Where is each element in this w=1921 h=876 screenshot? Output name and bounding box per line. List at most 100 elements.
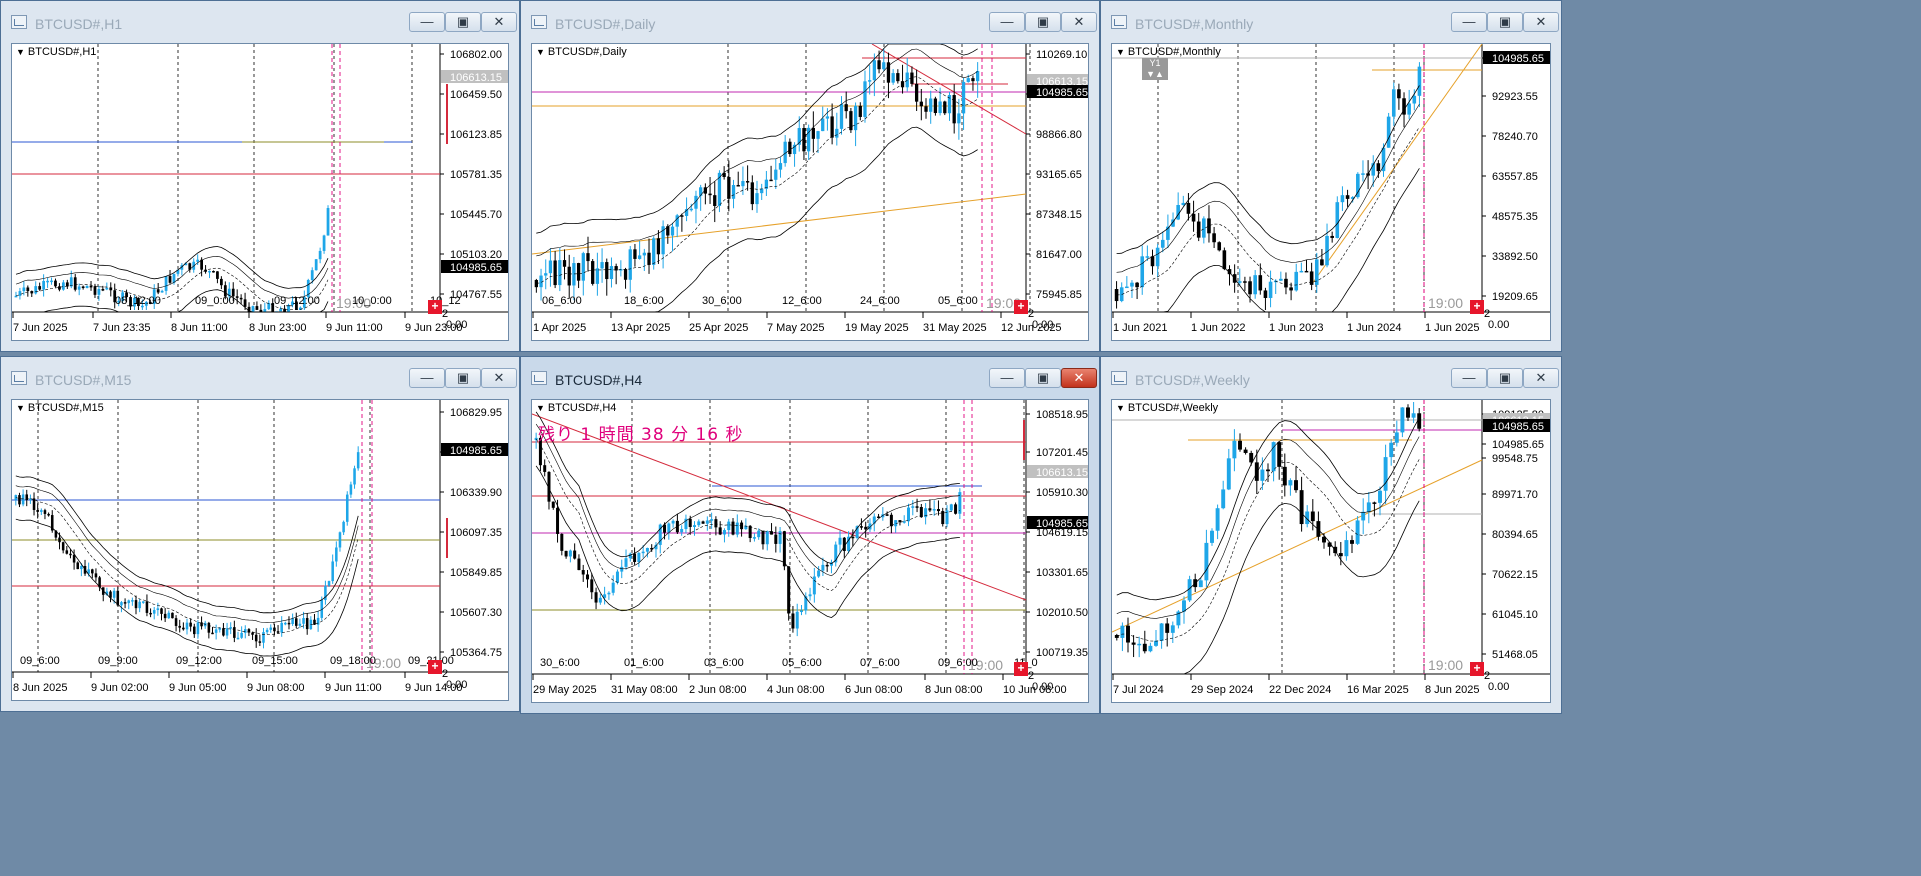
- candle-body: [600, 262, 604, 269]
- window-title: BTCUSD#,Daily: [555, 16, 656, 32]
- close-button[interactable]: ✕: [1523, 12, 1559, 32]
- candle-body: [263, 309, 267, 312]
- price-chart-h1[interactable]: 106802.00 106459.50 106123.85 105781.35 1054…: [11, 43, 509, 341]
- price-scale-label: 70622.15: [1492, 569, 1538, 581]
- price-chart-h4[interactable]: 108518.95 107201.45 105910.30 104619.15 1033…: [531, 399, 1089, 703]
- chart-window-monthly[interactable]: BTCUSD#,Monthly — ▣ ✕ 107606.1592923.557…: [1100, 0, 1562, 352]
- candle-body: [699, 187, 703, 196]
- bollinger-inner-upper: [1116, 103, 1420, 273]
- window-titlebar[interactable]: BTCUSD#,Monthly — ▣ ✕: [1101, 1, 1561, 43]
- chart-window-weekly[interactable]: BTCUSD#,Weekly — ▣ ✕ 109125.80104985.659…: [1100, 356, 1562, 714]
- plus-button[interactable]: +: [428, 300, 442, 314]
- symbol-label[interactable]: ▼ BTCUSD#,Daily: [536, 46, 627, 58]
- symbol-label[interactable]: ▼ BTCUSD#,Monthly: [1116, 46, 1221, 58]
- candle-body: [958, 492, 962, 514]
- chart-window-m15[interactable]: BTCUSD#,M15 — ▣ ✕ 106829.95106587.101063…: [0, 356, 520, 712]
- candle-body: [924, 508, 928, 518]
- pad-arrows-icon[interactable]: ▼▲: [1146, 69, 1164, 79]
- maximize-button[interactable]: ▣: [445, 12, 481, 32]
- candle-body: [93, 286, 97, 295]
- candle-body: [129, 297, 132, 307]
- window-titlebar[interactable]: BTCUSD#,Weekly — ▣ ✕: [1101, 357, 1561, 399]
- trend-line[interactable]: [532, 413, 1027, 601]
- grid-time-label: 09_0:00: [195, 295, 235, 307]
- chart-window-h4[interactable]: BTCUSD#,H4 — ▣ ✕ 108518.95 107201.45 10591…: [520, 356, 1100, 714]
- minimize-button[interactable]: —: [409, 368, 445, 388]
- candle-body: [259, 309, 263, 312]
- chart-window-h1[interactable]: BTCUSD#,H1 — ▣ ✕ 106802.00 106459.50 10612…: [0, 0, 520, 352]
- window-titlebar[interactable]: BTCUSD#,H1 — ▣ ✕: [1, 1, 519, 43]
- minimize-button[interactable]: —: [409, 12, 445, 32]
- time-scale-label: 9 Jun 05:00: [169, 682, 227, 694]
- candle-body: [675, 215, 679, 227]
- candle-body: [231, 288, 235, 297]
- maximize-button[interactable]: ▣: [445, 368, 481, 388]
- candle-body: [140, 305, 144, 308]
- trend-line[interactable]: [871, 44, 1027, 135]
- candle-body: [896, 73, 900, 82]
- candle-body: [615, 571, 619, 583]
- candle-body: [898, 520, 902, 522]
- candle-body: [919, 506, 923, 518]
- plus-button[interactable]: +: [1014, 662, 1028, 676]
- window-titlebar[interactable]: BTCUSD#,Daily — ▣ ✕: [521, 1, 1099, 43]
- minimize-button[interactable]: —: [1451, 12, 1487, 32]
- trend-line[interactable]: [1311, 44, 1483, 285]
- candle-body: [663, 524, 667, 533]
- maximize-button[interactable]: ▣: [1025, 12, 1061, 32]
- minimize-button[interactable]: —: [989, 368, 1025, 388]
- close-button[interactable]: ✕: [481, 368, 517, 388]
- symbol-label[interactable]: ▼ BTCUSD#,Weekly: [1116, 402, 1219, 414]
- maximize-button[interactable]: ▣: [1487, 12, 1523, 32]
- candle-body: [211, 632, 214, 635]
- candle-body: [641, 551, 645, 554]
- candle-body: [971, 78, 975, 82]
- plus-button[interactable]: +: [1014, 300, 1028, 314]
- plus-button[interactable]: +: [428, 660, 442, 674]
- price-chart-m15[interactable]: 106829.95106587.10106339.90106097.351058…: [11, 399, 509, 701]
- window-titlebar[interactable]: BTCUSD#,M15 — ▣ ✕: [1, 357, 519, 399]
- candle-body: [1171, 219, 1175, 227]
- bollinger-upper: [536, 44, 978, 234]
- maximize-button[interactable]: ▣: [1487, 368, 1523, 388]
- candle-body: [1249, 452, 1254, 463]
- close-button[interactable]: ✕: [1061, 368, 1097, 388]
- chart-canvas: 106802.00 106459.50 106123.85 105781.35 1054…: [12, 44, 508, 334]
- close-button[interactable]: ✕: [1523, 368, 1559, 388]
- candle-body: [697, 521, 701, 526]
- candle-body: [196, 259, 200, 262]
- candle-body: [748, 525, 752, 539]
- candle-body: [731, 521, 735, 535]
- candle-body: [1294, 480, 1298, 491]
- navigation-pad[interactable]: Y1 ▼▲: [1142, 58, 1168, 80]
- candle-body: [755, 193, 759, 205]
- candle-body: [1299, 270, 1304, 273]
- candle-body: [568, 550, 572, 557]
- candle-body: [1271, 442, 1276, 472]
- close-button[interactable]: ✕: [1061, 12, 1097, 32]
- close-button[interactable]: ✕: [481, 12, 517, 32]
- symbol-label[interactable]: ▼ BTCUSD#,H4: [536, 402, 617, 414]
- price-chart-daily[interactable]: 110269.10104662.3598866.8093165.6587348.…: [531, 43, 1089, 341]
- plus-button[interactable]: +: [1470, 662, 1484, 676]
- minimize-button[interactable]: —: [1451, 368, 1487, 388]
- price-chart-monthly[interactable]: 107606.1592923.5578240.7063557.8548575.3…: [1111, 43, 1551, 341]
- symbol-label[interactable]: ▼ BTCUSD#,M15: [16, 402, 104, 414]
- trend-line[interactable]: [1112, 459, 1483, 633]
- grid-time-label: 06_6:00: [542, 295, 582, 307]
- symbol-label[interactable]: ▼ BTCUSD#,H1: [16, 46, 97, 58]
- minimize-button[interactable]: —: [989, 12, 1025, 32]
- candle-body: [936, 509, 940, 512]
- candle-body: [180, 265, 184, 270]
- price-chart-weekly[interactable]: 109125.80104985.6599548.7589971.7080394.…: [1111, 399, 1551, 703]
- candle-body: [882, 62, 886, 70]
- bollinger-middle: [535, 438, 960, 591]
- candle-body: [808, 594, 812, 597]
- maximize-button[interactable]: ▣: [1025, 368, 1061, 388]
- chart-window-daily[interactable]: BTCUSD#,Daily — ▣ ✕ 110269.10104662.3598…: [520, 0, 1100, 352]
- window-titlebar[interactable]: BTCUSD#,H4 — ▣ ✕: [521, 357, 1099, 399]
- candle-body: [842, 537, 846, 551]
- trend-line[interactable]: [532, 193, 1027, 255]
- grid-time-label: 09_12:00: [274, 295, 320, 307]
- plus-button[interactable]: +: [1470, 300, 1484, 314]
